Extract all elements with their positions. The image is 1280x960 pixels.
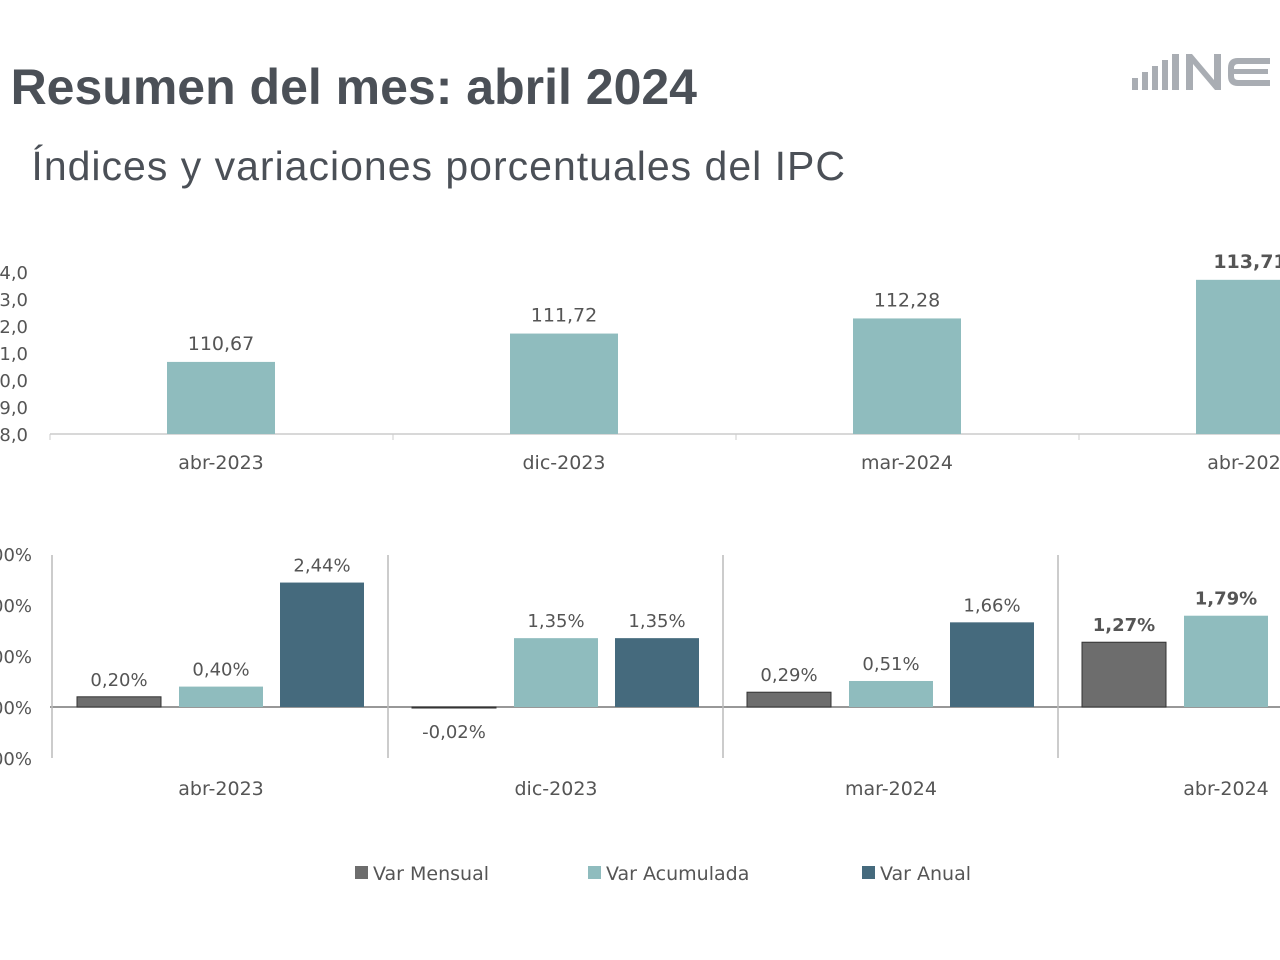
bar-var-anual-mar-2024: [950, 622, 1034, 707]
bar-var-acumulada-mar-2024: [849, 680, 933, 707]
bar-label: 1,35%: [527, 611, 584, 632]
bottom-y-tick-label: 1,00%: [0, 647, 32, 668]
bar-var-anual-abr-2023: [280, 582, 364, 707]
bar-var-mensual-dic-2023: [411, 706, 497, 709]
bar-var-mensual-abr-2023: [76, 696, 162, 708]
top-y-tick-label: 109,0: [0, 398, 28, 419]
top-bar-label: 111,72: [531, 305, 597, 327]
top-bar-label: 112,28: [874, 289, 940, 311]
top-bar-abr-2023: [167, 361, 275, 434]
bar-label: 0,40%: [192, 660, 249, 681]
inec-logo: [1130, 50, 1280, 105]
bar-label: 2,44%: [293, 556, 350, 577]
bar-var-anual-dic-2023: [615, 638, 699, 707]
legend-label: Var Acumulada: [606, 863, 749, 885]
bottom-x-label: abr-2024: [1183, 778, 1269, 800]
top-x-label: abr-2024: [1207, 452, 1280, 474]
top-bar-mar-2024: [853, 318, 961, 434]
bar-label: 0,20%: [90, 670, 147, 691]
bar-label: 1,66%: [963, 595, 1020, 616]
top-y-tick-label: 113,0: [0, 290, 28, 311]
bar-label: 1,27%: [1093, 615, 1155, 636]
bottom-x-label: abr-2023: [178, 778, 264, 800]
top-bar-label: 110,67: [188, 333, 254, 355]
bar-var-acumulada-dic-2023: [514, 638, 598, 707]
bar-var-mensual-abr-2024: [1081, 641, 1167, 708]
bottom-x-label: dic-2023: [515, 778, 598, 800]
bar-var-acumulada-abr-2024: [1184, 615, 1268, 707]
bar-label: 0,29%: [760, 665, 817, 686]
legend-label: Var Mensual: [373, 863, 489, 885]
bottom-x-label: mar-2024: [845, 778, 937, 800]
top-bar-label: 113,71: [1213, 251, 1280, 273]
bar-label: 1,79%: [1195, 589, 1257, 610]
bottom-y-tick-label: -1,00%: [0, 749, 32, 770]
bottom-y-tick-label: 3,00%: [0, 545, 32, 566]
bar-label: 0,51%: [862, 654, 919, 675]
top-x-label: mar-2024: [861, 452, 953, 474]
legend-swatch-var-mensual: [355, 866, 368, 879]
bottom-y-tick-label: 2,00%: [0, 596, 32, 617]
bar-var-acumulada-abr-2023: [179, 686, 263, 707]
bar-var-mensual-mar-2024: [746, 691, 832, 708]
top-y-tick-label: 110,0: [0, 371, 28, 392]
top-y-tick-label: 112,0: [0, 317, 28, 338]
top-x-label: dic-2023: [523, 452, 606, 474]
legend-swatch-var-acumulada: [588, 866, 601, 879]
bar-label: -0,02%: [422, 722, 486, 743]
page-title: Resumen del mes: abril 2024: [10, 59, 697, 115]
bar-label: 1,35%: [628, 611, 685, 632]
top-y-tick-label: 108,0: [0, 425, 28, 446]
top-bar-abr-2024: [1196, 279, 1280, 434]
top-x-label: abr-2023: [178, 452, 264, 474]
bottom-y-tick-label: 0,00%: [0, 698, 32, 719]
top-y-tick-label: 114,0: [0, 263, 28, 284]
page-subtitle: Índices y variaciones porcentuales del I…: [31, 143, 846, 189]
top-y-tick-label: 111,0: [0, 344, 28, 365]
legend-label: Var Anual: [880, 863, 971, 885]
top-bar-dic-2023: [510, 333, 618, 434]
legend-swatch-var-anual: [862, 866, 875, 879]
